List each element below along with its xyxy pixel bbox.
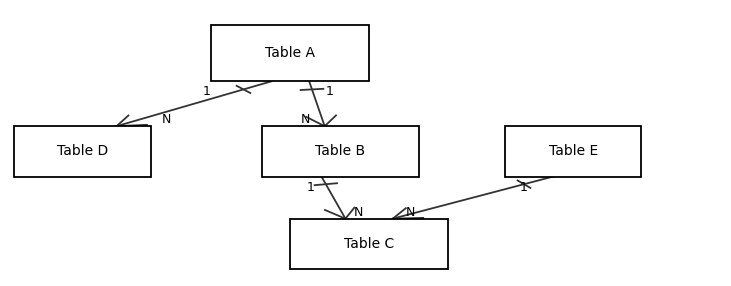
Text: N: N	[162, 113, 171, 126]
Bar	[290, 219, 448, 269]
Bar	[262, 126, 419, 177]
Bar	[505, 126, 641, 177]
Text: Table B: Table B	[315, 144, 366, 158]
Text: 1: 1	[325, 85, 333, 98]
Text: Table A: Table A	[265, 46, 315, 60]
Text: 1: 1	[306, 180, 314, 194]
Text: 1: 1	[520, 180, 528, 194]
Text: 1: 1	[203, 86, 211, 98]
Text: N: N	[406, 206, 414, 219]
Text: Table E: Table E	[549, 144, 598, 158]
Bar	[15, 126, 151, 177]
Bar	[211, 25, 369, 81]
Text: Table C: Table C	[344, 237, 394, 251]
Text: N: N	[353, 206, 363, 219]
Text: Table D: Table D	[57, 144, 108, 158]
Text: N: N	[301, 113, 310, 126]
